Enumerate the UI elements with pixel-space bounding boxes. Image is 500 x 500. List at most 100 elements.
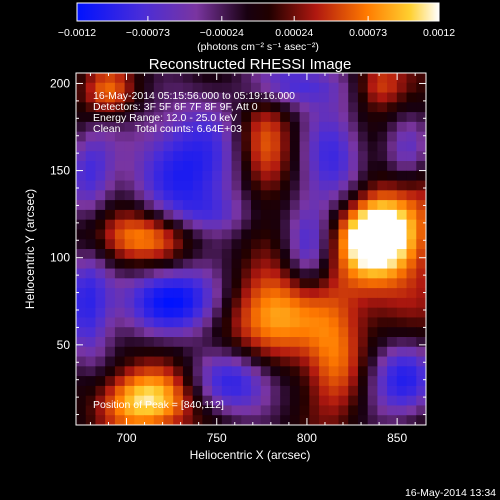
heatmap-cell [348,346,359,357]
heatmap-cell [231,297,242,309]
heatmap-cell [105,141,116,152]
heatmap-cell [105,268,116,279]
heatmap-cell [406,180,417,191]
heatmap-cell [406,170,417,181]
heatmap-cell [328,268,339,279]
heatmap-cell [338,112,349,123]
heatmap-cell [192,268,203,279]
heatmap-cell [241,92,252,103]
heatmap-cell [212,82,223,93]
heatmap-cell [221,346,232,357]
heatmap-cell [348,170,359,181]
heatmap-cell [192,395,203,406]
heatmap-cell [396,82,407,93]
colorbar-unit-label: (photons cm⁻² s⁻¹ asec⁻²) [197,41,319,53]
heatmap-cell [270,288,281,299]
heatmap-cell [251,356,262,367]
heatmap-cell [348,180,359,191]
heatmap-cell [221,121,232,133]
heatmap-cell [212,229,223,240]
heatmap-cell [163,405,174,416]
heatmap-cell [270,395,281,406]
heatmap-cell [105,219,116,230]
heatmap-cell [299,229,310,240]
heatmap-cell [260,327,271,338]
heatmap-cell [251,161,262,172]
heatmap-cell [192,102,203,113]
heatmap-cell [124,307,135,318]
heatmap-cell [134,121,145,133]
heatmap-cell [192,405,203,416]
heatmap-cell [105,112,116,123]
heatmap-cell [105,209,116,221]
heatmap-cell [357,102,369,113]
heatmap-cell [231,249,242,260]
heatmap-cell [114,385,126,397]
axis-ticks: 700 750 800 850 50 100 150 200 [50,73,426,445]
heatmap-cell [192,356,203,367]
heatmap-cell [221,219,232,230]
heatmap-cell [144,317,155,328]
heatmap-cell [309,141,320,152]
heatmap-cell [251,327,262,338]
heatmap-cell [377,121,388,133]
heatmap-cell [182,180,194,191]
heatmap-cell [153,258,164,269]
heatmap-cell [76,385,87,397]
heatmap-cell [319,121,330,133]
heatmap-cell [299,239,310,250]
heatmap-cell [377,385,388,397]
heatmap-cell [387,415,398,426]
peak-position-label: Position of Peak = [840,112] [93,399,224,411]
heatmap-cell [202,219,213,230]
heatmap-cell [309,180,320,191]
heatmap-cell [289,131,301,142]
heatmap-cell [173,278,184,289]
heatmap-cell [338,278,349,289]
heatmap-cell [221,161,232,172]
heatmap-cell [114,395,126,406]
heatmap-cell [251,112,262,123]
heatmap-cell [212,278,223,289]
heatmap-cell [367,405,378,416]
heatmap-cell [260,268,271,279]
heatmap-cell [309,121,320,133]
heatmap-cell [173,92,184,103]
heatmap-cell [163,385,174,397]
heatmap-cell [85,151,96,162]
heatmap-cell [280,73,291,84]
heatmap-cell [144,395,155,406]
heatmap-cell [192,288,203,299]
heatmap-cell [192,258,203,269]
heatmap-cell [357,131,369,142]
heatmap-cell [153,82,164,93]
heatmap-cell [134,258,145,269]
heatmap-cell [105,121,116,133]
heatmap-cell [377,200,388,211]
heatmap-cell [309,131,320,142]
heatmap-cell [387,278,398,289]
heatmap-cell [319,337,330,348]
heatmap-cell [299,288,310,299]
heatmap-cell [212,131,223,142]
heatmap-cell [289,73,301,84]
heatmap-cell [202,112,213,123]
heatmap-cell [231,161,242,172]
heatmap-cell [319,82,330,93]
heatmap-cell [348,337,359,348]
heatmap-cell [251,170,262,181]
heatmap-cell [299,395,310,406]
heatmap-cell [76,141,87,152]
heatmap-cell [319,161,330,172]
heatmap-cell [95,415,106,426]
heatmap-cell [377,82,388,93]
heatmap-cell [144,385,155,397]
heatmap-cell [95,376,106,387]
heatmap-cell [396,190,407,201]
heatmap-cell [348,376,359,387]
heatmap-cell [173,121,184,133]
heatmap-cell [299,131,310,142]
heatmap-cell [212,258,223,269]
heatmap-cell [241,229,252,240]
heatmap-cell [338,395,349,406]
